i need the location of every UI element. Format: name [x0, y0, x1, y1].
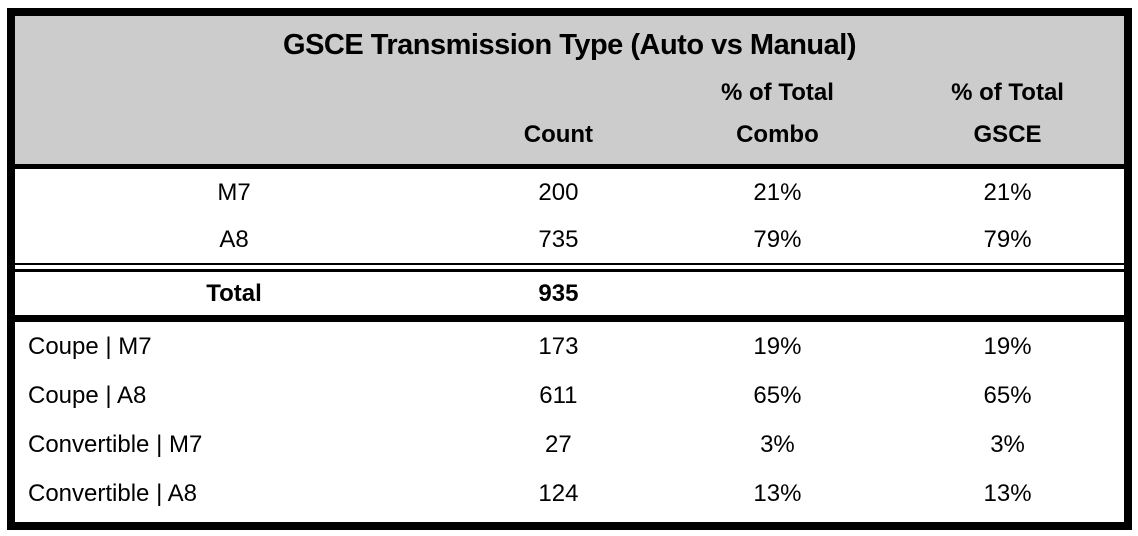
total-top-double-rule: [15, 263, 1124, 272]
row-pct-combo: 3%: [760, 430, 795, 458]
column-header-pct-gsce: % of Total GSCE: [891, 72, 1124, 156]
table-row: Coupe | A8 611 65% 65%: [15, 371, 1124, 420]
column-header-pct-combo: % of Total Combo: [664, 72, 891, 156]
combo-rows-section: Coupe | M7 173 19% 19% Coupe | A8 611 65…: [15, 322, 1124, 518]
row-pct-gsce: 3%: [990, 430, 1025, 458]
row-pct-gsce: 13%: [983, 479, 1032, 507]
row-label: Coupe | M7: [28, 332, 152, 360]
row-pct-gsce: 65%: [983, 381, 1032, 409]
row-count: 124: [538, 479, 579, 507]
header-bottom-rule: [15, 164, 1124, 169]
table-row: Convertible | M7 27 3% 3%: [15, 420, 1124, 469]
column-header-label-line2: [15, 114, 453, 156]
row-pct-gsce: 19%: [983, 332, 1032, 360]
row-label: A8: [219, 225, 249, 253]
row-pct-gsce: 79%: [983, 225, 1032, 253]
total-bottom-rule: [15, 315, 1124, 322]
row-pct-combo: 79%: [753, 225, 802, 253]
row-label: Convertible | M7: [28, 430, 203, 458]
row-count: 200: [538, 178, 579, 206]
column-header-pct-combo-line1: % of Total: [720, 79, 834, 106]
row-pct-combo: 21%: [753, 178, 802, 206]
column-header-label-line1: [15, 72, 453, 114]
total-row-count: 935: [538, 279, 579, 307]
column-header-label: [15, 72, 453, 156]
total-row: Total 935: [15, 272, 1124, 315]
column-header-count-line2: Count: [523, 121, 594, 148]
transmission-rows-section: M7 200 21% 21% A8 735 79% 79%: [15, 169, 1124, 263]
row-label: Coupe | A8: [28, 381, 147, 409]
row-label: Convertible | A8: [28, 479, 197, 507]
row-pct-combo: 65%: [753, 381, 802, 409]
row-label: M7: [217, 178, 251, 206]
column-header-count: Count: [453, 72, 664, 156]
table-row: Coupe | M7 173 19% 19%: [15, 322, 1124, 371]
column-header-pct-combo-line2: Combo: [736, 121, 819, 148]
table-title: GSCE Transmission Type (Auto vs Manual): [283, 29, 856, 61]
row-pct-gsce: 21%: [983, 178, 1032, 206]
row-pct-combo: 19%: [753, 332, 802, 360]
row-count: 735: [538, 225, 579, 253]
row-count: 611: [539, 381, 578, 409]
row-count: 27: [545, 430, 572, 458]
column-header-row: Count % of Total Combo % of Total GSCE: [15, 72, 1124, 156]
row-pct-combo: 13%: [753, 479, 802, 507]
table-row: Convertible | A8 124 13% 13%: [15, 469, 1124, 518]
summary-table: GSCE Transmission Type (Auto vs Manual) …: [7, 8, 1132, 530]
row-count: 173: [538, 332, 579, 360]
total-row-label: Total: [206, 279, 262, 307]
column-header-pct-gsce-line1: % of Total: [951, 79, 1064, 106]
table-row: M7 200 21% 21%: [15, 169, 1124, 216]
column-header-pct-gsce-line2: GSCE: [973, 121, 1042, 148]
column-header-count-line1: [453, 72, 664, 114]
table-row: A8 735 79% 79%: [15, 216, 1124, 263]
table-header-band: GSCE Transmission Type (Auto vs Manual) …: [15, 16, 1124, 164]
